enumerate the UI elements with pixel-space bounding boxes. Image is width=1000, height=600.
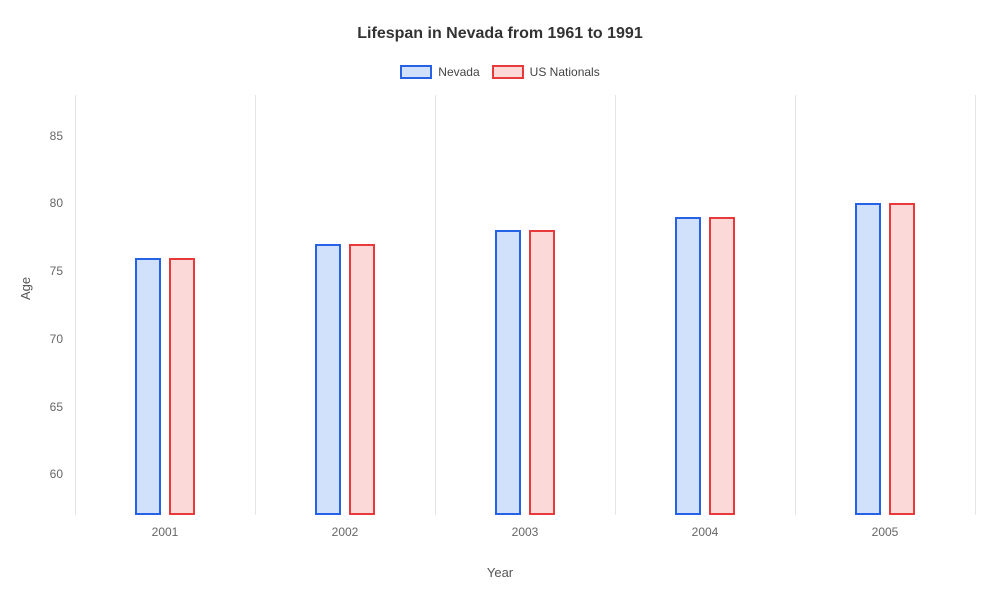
y-tick-label: 60 <box>0 467 63 481</box>
bar <box>709 217 735 515</box>
x-tick-label: 2003 <box>512 525 539 539</box>
y-tick-label: 70 <box>0 332 63 346</box>
legend-item: Nevada <box>400 65 479 79</box>
gridline <box>255 95 256 515</box>
y-axis-label: Age <box>18 277 33 300</box>
bar <box>169 258 195 515</box>
plot-area: 20012002200320042005 <box>75 95 975 515</box>
y-tick-label: 65 <box>0 400 63 414</box>
y-tick-label: 85 <box>0 129 63 143</box>
x-tick-label: 2001 <box>152 525 179 539</box>
bar <box>529 230 555 515</box>
legend-swatch <box>492 65 524 79</box>
gridline <box>435 95 436 515</box>
x-tick-label: 2005 <box>872 525 899 539</box>
x-axis-label: Year <box>0 565 1000 580</box>
bar <box>855 203 881 515</box>
bar <box>135 258 161 515</box>
chart-container: Lifespan in Nevada from 1961 to 1991 Nev… <box>0 0 1000 600</box>
legend-label: US Nationals <box>530 65 600 79</box>
bar <box>315 244 341 515</box>
x-tick-label: 2002 <box>332 525 359 539</box>
gridline <box>615 95 616 515</box>
legend-label: Nevada <box>438 65 479 79</box>
legend: Nevada US Nationals <box>0 65 1000 79</box>
gridline <box>795 95 796 515</box>
x-tick-label: 2004 <box>692 525 719 539</box>
legend-swatch <box>400 65 432 79</box>
bar <box>889 203 915 515</box>
gridline <box>75 95 76 515</box>
bar <box>675 217 701 515</box>
legend-item: US Nationals <box>492 65 600 79</box>
y-tick-label: 80 <box>0 196 63 210</box>
gridline <box>975 95 976 515</box>
bar <box>495 230 521 515</box>
bar <box>349 244 375 515</box>
chart-title: Lifespan in Nevada from 1961 to 1991 <box>0 25 1000 43</box>
y-tick-label: 75 <box>0 264 63 278</box>
